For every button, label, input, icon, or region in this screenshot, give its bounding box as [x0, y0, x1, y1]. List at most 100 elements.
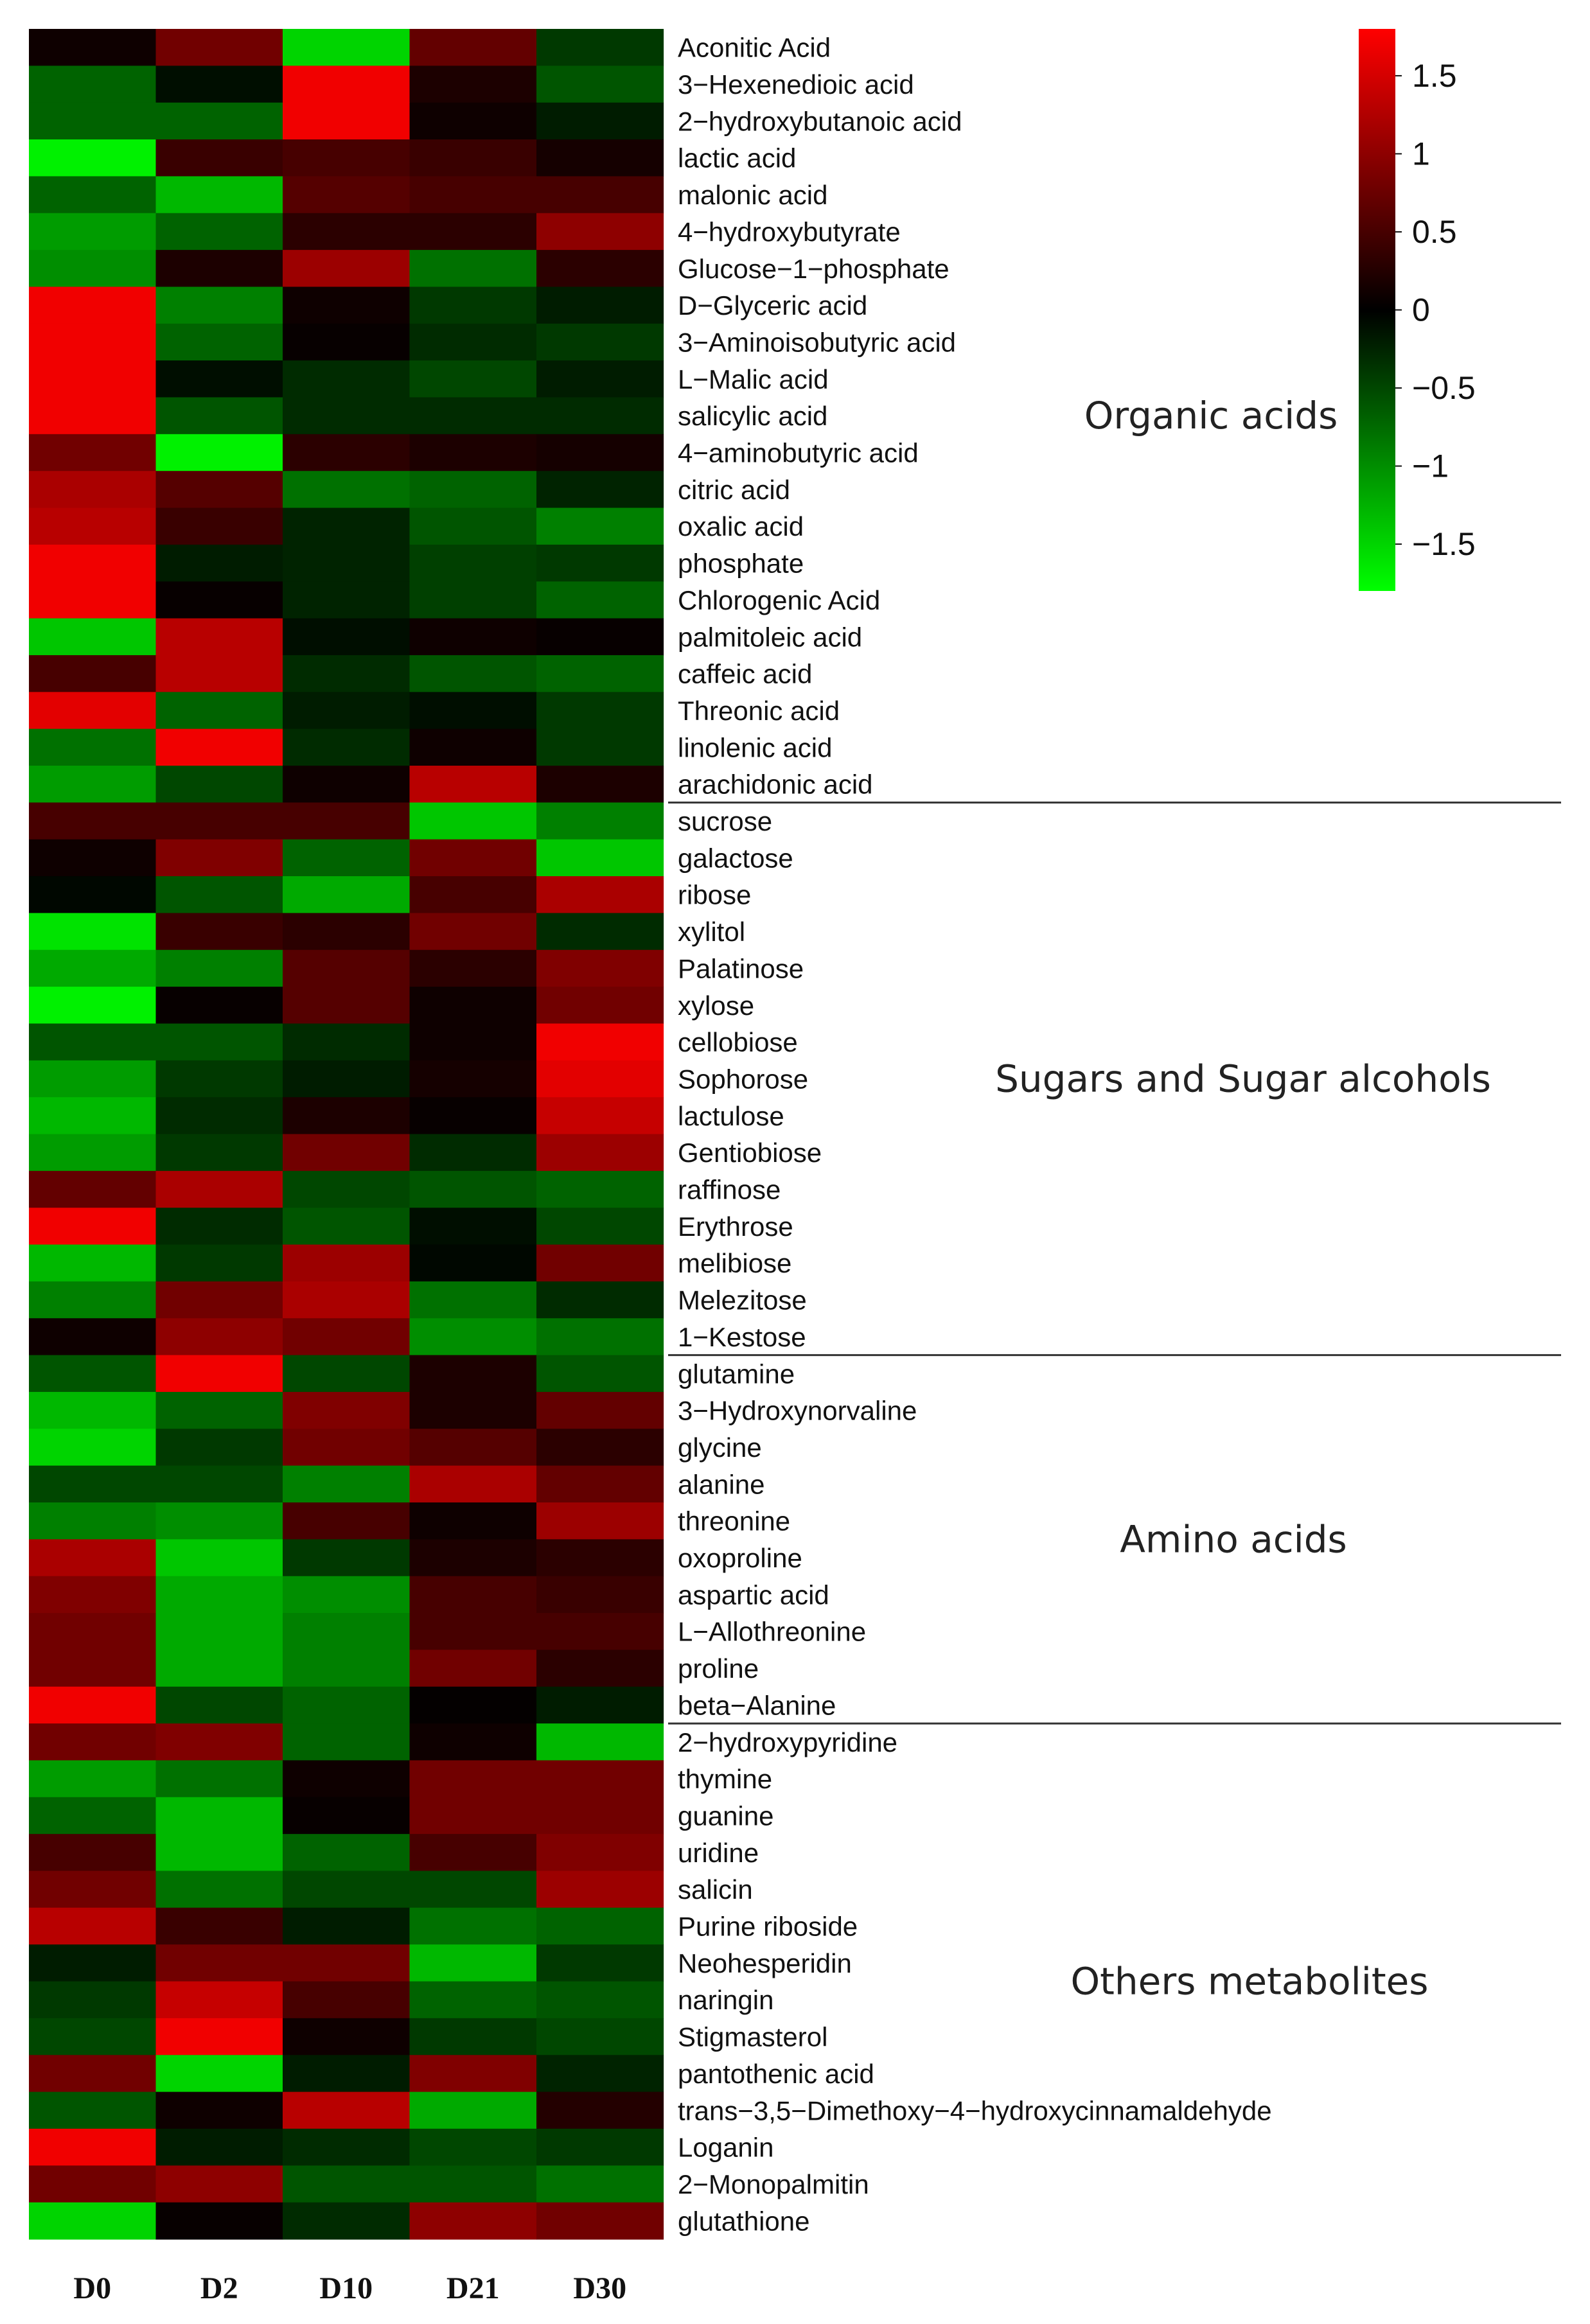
heatmap-cell-r16-c4 [536, 618, 664, 656]
heatmap-cell-r30-c0 [29, 1134, 157, 1172]
heatmap-cell-r57-c1 [155, 2128, 283, 2166]
row-label: Aconitic Acid [678, 33, 831, 63]
heatmap-cell-r7-c3 [409, 286, 537, 324]
heatmap-cell-r24-c3 [409, 913, 537, 951]
heatmap-cell-r20-c3 [409, 766, 537, 803]
row-label: 1−Kestose [678, 1322, 806, 1352]
heatmap-cell-r22-c2 [283, 839, 411, 877]
heatmap-cell-r18-c2 [283, 692, 411, 730]
heatmap-cell-r32-c1 [155, 1208, 283, 1246]
row-label: lactic acid [678, 143, 796, 173]
heatmap-cell-r11-c4 [536, 434, 664, 471]
heatmap-cell-r17-c1 [155, 655, 283, 692]
heatmap-cell-r35-c0 [29, 1318, 157, 1356]
column-label: D10 [319, 2271, 373, 2305]
heatmap-cell-r19-c1 [155, 728, 283, 766]
heatmap-cell-r9-c2 [283, 360, 411, 398]
heatmap-cell-r37-c2 [283, 1391, 411, 1429]
heatmap-cell-r36-c0 [29, 1355, 157, 1393]
heatmap-cell-r50-c0 [29, 1871, 157, 1908]
heatmap-cell-r43-c2 [283, 1613, 411, 1650]
heatmap-cell-r40-c2 [283, 1502, 411, 1540]
heatmap-cell-r42-c3 [409, 1576, 537, 1614]
heatmap-cell-r11-c2 [283, 434, 411, 471]
heatmap-cell-r25-c2 [283, 949, 411, 987]
heatmap-cell-r42-c1 [155, 1576, 283, 1614]
heatmap-cell-r12-c0 [29, 471, 157, 509]
color-scale-tick-label: −1 [1412, 448, 1449, 484]
heatmap-cell-r34-c1 [155, 1281, 283, 1319]
heatmap-cell-r28-c0 [29, 1060, 157, 1098]
heatmap-cell-r27-c4 [536, 1023, 664, 1061]
row-label: 2−hydroxybutanoic acid [678, 106, 962, 136]
group-labels: Organic acids Sugars and Sugar alcohols Am… [995, 394, 1491, 2003]
heatmap-cell-r50-c1 [155, 1871, 283, 1908]
heatmap-cell-r39-c2 [283, 1465, 411, 1503]
heatmap-cell-r49-c0 [29, 1834, 157, 1872]
heatmap-cell-r42-c2 [283, 1576, 411, 1614]
heatmap-cell-r30-c4 [536, 1134, 664, 1172]
heatmap-cell-r13-c4 [536, 507, 664, 545]
heatmap-cell-r20-c2 [283, 766, 411, 803]
heatmap-cell-r54-c0 [29, 2018, 157, 2056]
heatmap-cell-r1-c1 [155, 66, 283, 103]
heatmap-cell-r4-c2 [283, 176, 411, 214]
heatmap-cell-r28-c4 [536, 1060, 664, 1098]
heatmap-cell-r36-c4 [536, 1355, 664, 1393]
heatmap-cell-r25-c1 [155, 949, 283, 987]
heatmap-cell-r16-c1 [155, 618, 283, 656]
heatmap-cell-r55-c0 [29, 2055, 157, 2093]
heatmap-cell-r54-c2 [283, 2018, 411, 2056]
heatmap-cell-r57-c0 [29, 2128, 157, 2166]
heatmap-cell-r32-c0 [29, 1208, 157, 1246]
heatmap-cell-r28-c3 [409, 1060, 537, 1098]
heatmap-cell-r54-c4 [536, 2018, 664, 2056]
heatmap-cell-r36-c1 [155, 1355, 283, 1393]
heatmap-cells [29, 29, 664, 2240]
heatmap-cell-r58-c4 [536, 2165, 664, 2203]
heatmap-cell-r1-c4 [536, 66, 664, 103]
heatmap-cell-r23-c4 [536, 876, 664, 913]
heatmap-cell-r9-c3 [409, 360, 537, 398]
column-label: D2 [200, 2271, 238, 2305]
heatmap-cell-r8-c4 [536, 323, 664, 361]
heatmap-cell-r32-c4 [536, 1208, 664, 1246]
heatmap-cell-r56-c0 [29, 2091, 157, 2129]
color-scale-tick-label: −0.5 [1412, 370, 1476, 406]
heatmap-cell-r42-c0 [29, 1576, 157, 1614]
heatmap-cell-r10-c2 [283, 397, 411, 435]
row-label: Melezitose [678, 1285, 807, 1316]
heatmap-cell-r46-c0 [29, 1723, 157, 1761]
column-label: D21 [446, 2271, 500, 2305]
row-label: 4−hydroxybutyrate [678, 216, 901, 247]
row-label: thymine [678, 1764, 772, 1794]
heatmap-cell-r55-c2 [283, 2055, 411, 2093]
heatmap-cell-r56-c4 [536, 2091, 664, 2129]
heatmap-cell-r57-c3 [409, 2128, 537, 2166]
heatmap-cell-r46-c1 [155, 1723, 283, 1761]
heatmap-cell-r41-c0 [29, 1539, 157, 1577]
heatmap-cell-r32-c2 [283, 1208, 411, 1246]
heatmap-cell-r1-c0 [29, 66, 157, 103]
row-label: guanine [678, 1800, 773, 1831]
heatmap-cell-r50-c2 [283, 1871, 411, 1908]
heatmap-cell-r13-c3 [409, 507, 537, 545]
heatmap-cell-r35-c3 [409, 1318, 537, 1356]
heatmap-cell-r49-c4 [536, 1834, 664, 1872]
heatmap-cell-r43-c3 [409, 1613, 537, 1650]
heatmap-cell-r5-c0 [29, 213, 157, 251]
heatmap-cell-r49-c3 [409, 1834, 537, 1872]
heatmap-cell-r0-c4 [536, 29, 664, 66]
group-separators [668, 801, 1561, 1725]
row-label: pantothenic acid [678, 2059, 874, 2089]
heatmap-cell-r14-c1 [155, 544, 283, 582]
heatmap-cell-r35-c4 [536, 1318, 664, 1356]
heatmap-cell-r3-c3 [409, 139, 537, 177]
heatmap-cell-r26-c0 [29, 987, 157, 1025]
heatmap-cell-r36-c2 [283, 1355, 411, 1393]
color-scale-tick-label: 0 [1412, 292, 1430, 328]
heatmap-cell-r56-c1 [155, 2091, 283, 2129]
heatmap-cell-r7-c1 [155, 286, 283, 324]
color-scale-legend: 1.5 1 0.5 0 −0.5 −1 −1.5 [1359, 29, 1476, 591]
